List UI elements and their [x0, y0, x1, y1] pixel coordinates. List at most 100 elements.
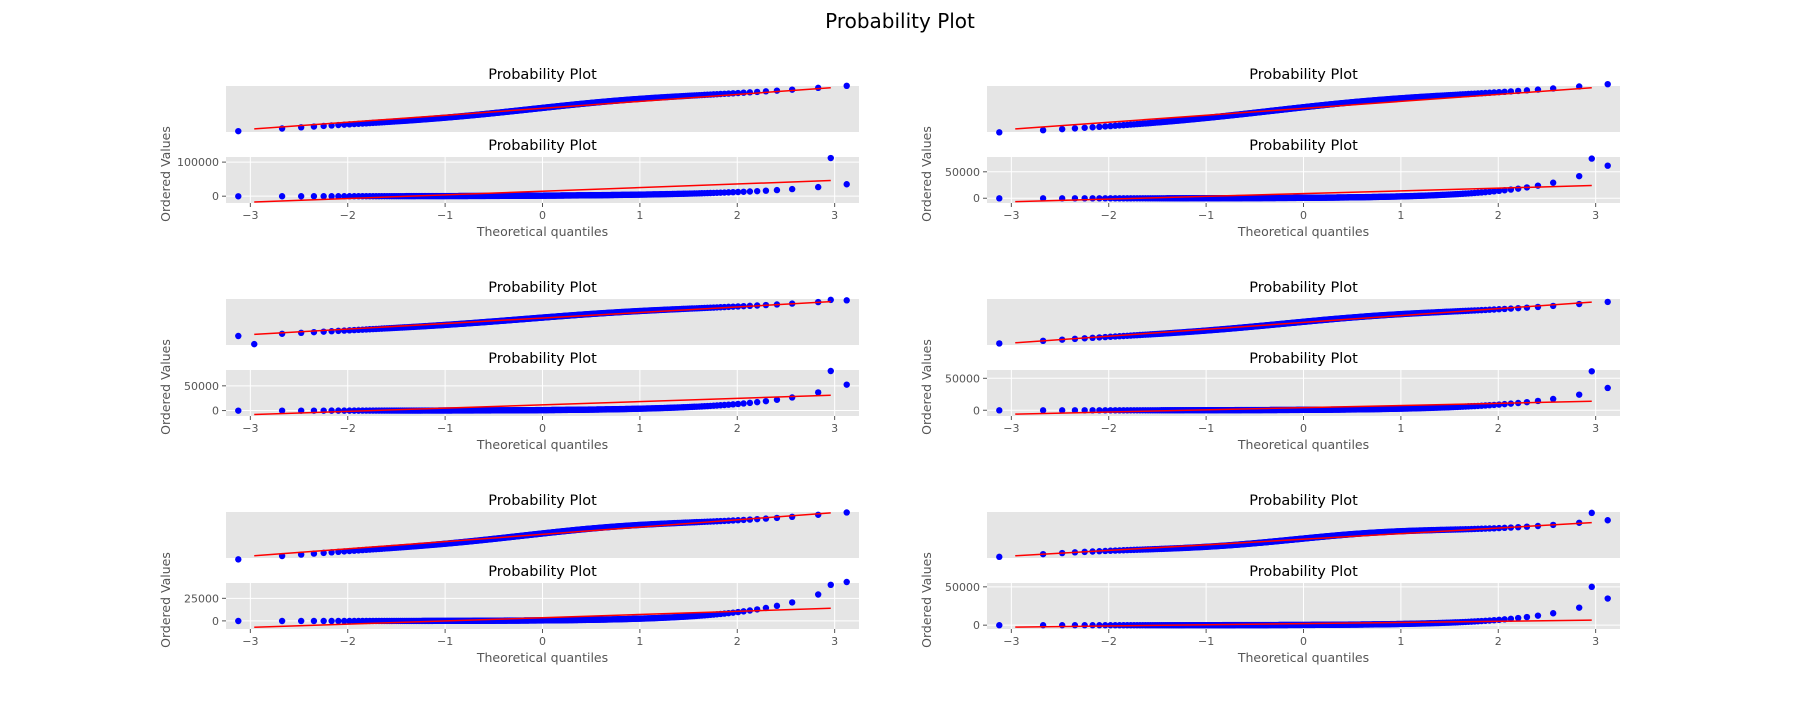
x-tick-label: 0 — [1300, 635, 1307, 648]
data-point — [1495, 187, 1503, 195]
panel-row3-right-bottom: Probability Plot −3 −2 −1 0 1 2 3 0 50000 Theoreti… — [919, 552, 1620, 665]
data-point — [335, 617, 342, 625]
data-point — [753, 187, 761, 195]
data-point — [328, 407, 335, 414]
data-point — [1081, 195, 1088, 202]
data-point — [1495, 401, 1503, 408]
fit-line — [1015, 301, 1592, 344]
data-point — [1058, 125, 1066, 133]
data-point — [1575, 604, 1583, 611]
data-point — [235, 332, 242, 340]
x-tick-label: 2 — [734, 209, 741, 222]
data-point — [996, 622, 1003, 629]
y-axis-label: Ordered Values — [919, 552, 934, 648]
data-point-outlier — [827, 154, 834, 162]
x-axis-label: Theoretical quantiles — [476, 224, 608, 239]
x-tick-label: 3 — [1592, 422, 1599, 435]
data-point — [773, 87, 781, 94]
panel-row2-left-top: Probability Plot — [226, 280, 859, 348]
data-point — [328, 617, 335, 625]
fit-line — [254, 394, 831, 416]
x-tick-label: 0 — [1300, 422, 1307, 435]
data-point — [1575, 391, 1583, 398]
data-point — [341, 617, 348, 625]
data-point — [235, 617, 242, 625]
data-point — [320, 193, 327, 200]
data-point — [335, 327, 342, 335]
data-point — [773, 514, 781, 522]
data-point — [762, 187, 770, 194]
x-axis-label: Theoretical quantiles — [1237, 650, 1369, 665]
data-point — [310, 193, 318, 200]
data-point — [310, 617, 318, 625]
data-point — [788, 513, 796, 521]
data-point — [746, 188, 754, 195]
data-point — [297, 193, 305, 200]
data-point-outlier — [251, 340, 258, 348]
data-point — [1089, 124, 1096, 131]
x-tick-label: −2 — [340, 422, 356, 435]
y-tick-label: 0 — [973, 192, 980, 205]
data-point — [1501, 400, 1508, 408]
data-point — [1604, 384, 1611, 392]
fit-line — [1015, 619, 1592, 628]
x-tick-label: −2 — [340, 635, 356, 648]
x-tick-label: 3 — [831, 422, 838, 435]
data-point — [740, 89, 747, 96]
data-point — [235, 127, 242, 135]
data-point — [1096, 195, 1103, 202]
x-tick-label: −2 — [1101, 422, 1117, 435]
panel-title: Probability Plot — [488, 493, 597, 509]
x-tick-label: 3 — [831, 635, 838, 648]
data-point — [996, 195, 1003, 202]
data-point — [753, 606, 761, 613]
figure-title: Probability Plot — [825, 9, 975, 33]
y-axis-label: Ordered Values — [158, 339, 173, 435]
data-point — [328, 193, 335, 200]
panel-title: Probability Plot — [488, 280, 597, 296]
data-point — [1514, 614, 1522, 622]
y-axis-label: Ordered Values — [158, 126, 173, 222]
x-tick-label: 3 — [831, 209, 838, 222]
panel-title: Probability Plot — [1249, 138, 1358, 154]
panel-title: Probability Plot — [488, 351, 597, 367]
data-point — [1089, 622, 1096, 629]
x-tick-label: −3 — [242, 635, 258, 648]
data-point — [773, 602, 781, 610]
x-tick-label: 0 — [539, 209, 546, 222]
panel-title: Probability Plot — [488, 138, 597, 154]
x-tick-label: 1 — [636, 635, 643, 648]
x-tick-label: −1 — [1198, 209, 1214, 222]
data-point — [1096, 123, 1103, 131]
data-point — [740, 400, 747, 407]
x-tick-label: −1 — [437, 209, 453, 222]
plot-area — [235, 509, 850, 563]
plot-area — [996, 368, 1611, 415]
data-point — [1071, 622, 1079, 629]
y-tick-label: 50000 — [184, 380, 219, 393]
data-point — [1523, 304, 1531, 311]
data-point — [235, 407, 242, 414]
data-point — [1102, 622, 1109, 629]
data-point — [996, 553, 1003, 561]
fit-line — [254, 87, 831, 130]
data-point — [1604, 517, 1611, 524]
data-point — [734, 400, 742, 408]
data-point — [788, 185, 796, 193]
x-tick-label: 2 — [1495, 422, 1502, 435]
data-point — [335, 193, 342, 200]
y-tick-label: 50000 — [945, 372, 980, 385]
x-tick-label: 0 — [1300, 209, 1307, 222]
data-point — [1096, 622, 1103, 629]
data-point — [1058, 407, 1066, 414]
data-point — [729, 189, 737, 196]
plot-area — [235, 296, 850, 348]
plot-area — [996, 81, 1611, 136]
data-point — [278, 617, 286, 625]
data-point — [1549, 610, 1557, 617]
x-tick-label: 2 — [734, 635, 741, 648]
data-point — [996, 340, 1003, 347]
panel-row2-right-top: Probability Plot — [987, 280, 1620, 347]
data-point — [762, 397, 770, 405]
data-point — [996, 407, 1003, 414]
